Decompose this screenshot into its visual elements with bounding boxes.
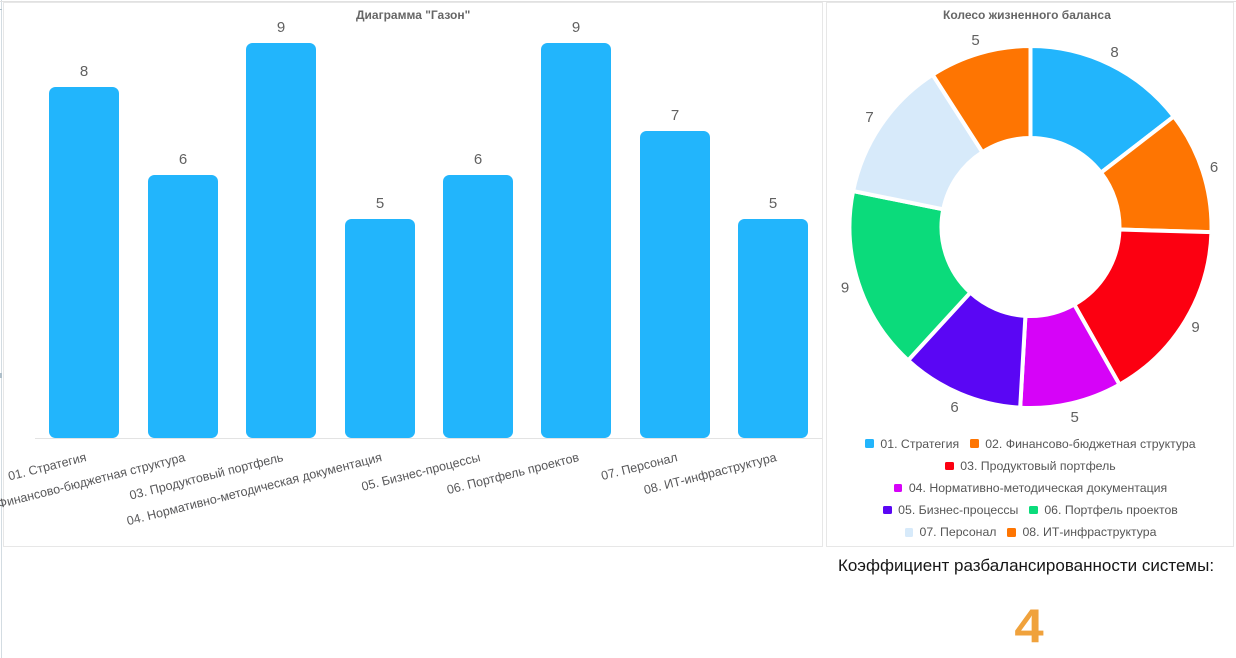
- svg-text:7: 7: [865, 109, 873, 126]
- svg-text:8: 8: [1110, 44, 1118, 61]
- svg-text:9: 9: [841, 280, 849, 297]
- svg-text:5: 5: [1071, 409, 1079, 426]
- svg-text:5: 5: [971, 32, 979, 49]
- svg-text:6: 6: [950, 399, 958, 416]
- svg-text:6: 6: [1210, 159, 1218, 176]
- svg-text:9: 9: [1191, 319, 1199, 336]
